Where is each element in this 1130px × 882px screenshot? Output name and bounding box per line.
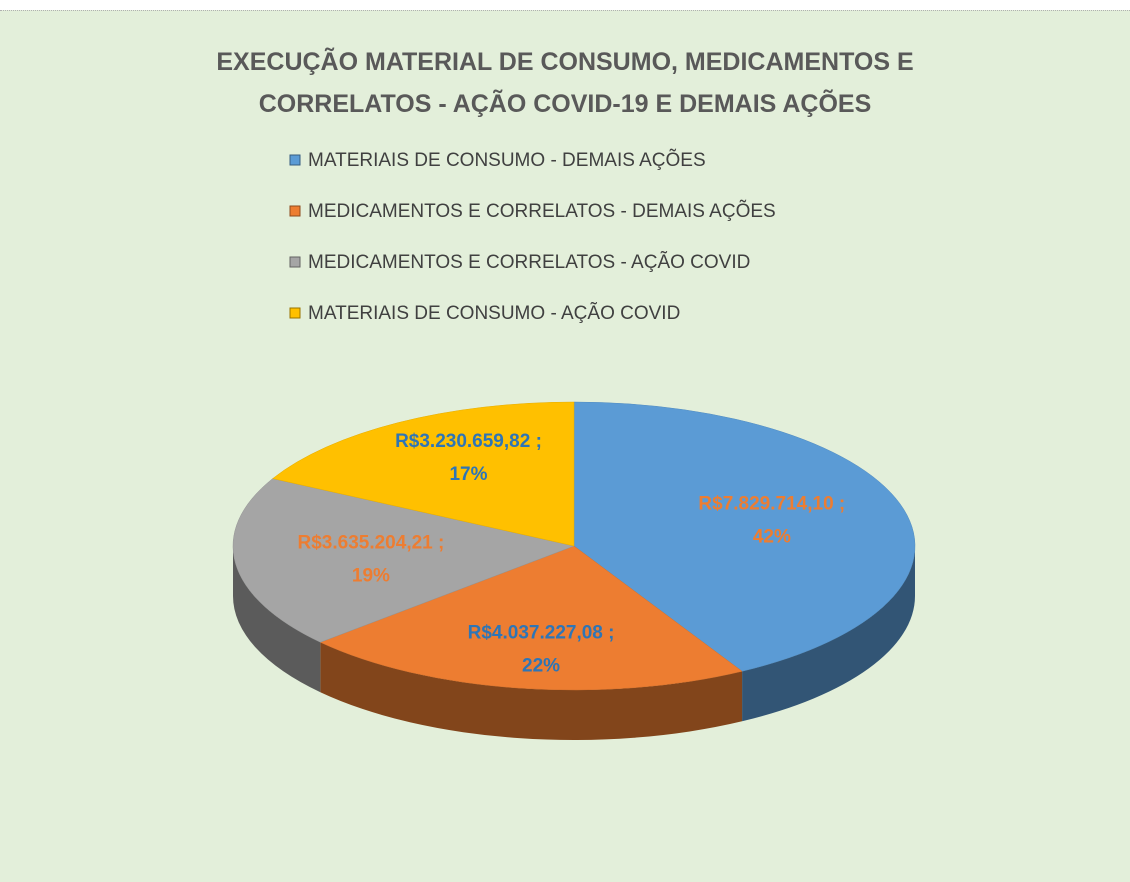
data-label-percent: 22% [522,655,560,676]
pie-sides [233,546,916,740]
legend-label: MATERIAIS DE CONSUMO - AÇÃO COVID [308,302,680,324]
legend-label: MEDICAMENTOS E CORRELATOS - AÇÃO COVID [308,251,750,273]
data-label-percent: 19% [352,566,390,587]
pie-slice [573,401,916,672]
data-label-percent: 42% [753,527,791,548]
legend-label: MEDICAMENTOS E CORRELATOS - DEMAIS AÇÕES [308,200,776,222]
data-label: R$4.037.227,08 ; [468,622,615,643]
data-label: R$7.829.714,10 ; [698,494,845,515]
pie-slice-side [742,546,916,722]
pie-slice [319,545,743,691]
pie-slice [272,401,575,547]
data-label: R$3.635.204,21 ; [298,533,445,554]
pie-slice-side [320,642,743,740]
legend-marker [289,307,301,319]
pie-tops [232,401,916,691]
chart-title: EXECUÇÃO MATERIAL DE CONSUMO, MEDICAMENT… [216,48,914,118]
data-label: R$3.230.659,82 ; [395,431,542,452]
legend-label: MATERIAIS DE CONSUMO - DEMAIS AÇÕES [308,149,706,171]
pie-slice [232,478,575,643]
data-label-percent: 17% [449,464,487,485]
legend-marker [289,154,301,166]
legend-marker [289,205,301,217]
pie-slice-side [233,546,321,693]
legend-marker [289,256,301,268]
